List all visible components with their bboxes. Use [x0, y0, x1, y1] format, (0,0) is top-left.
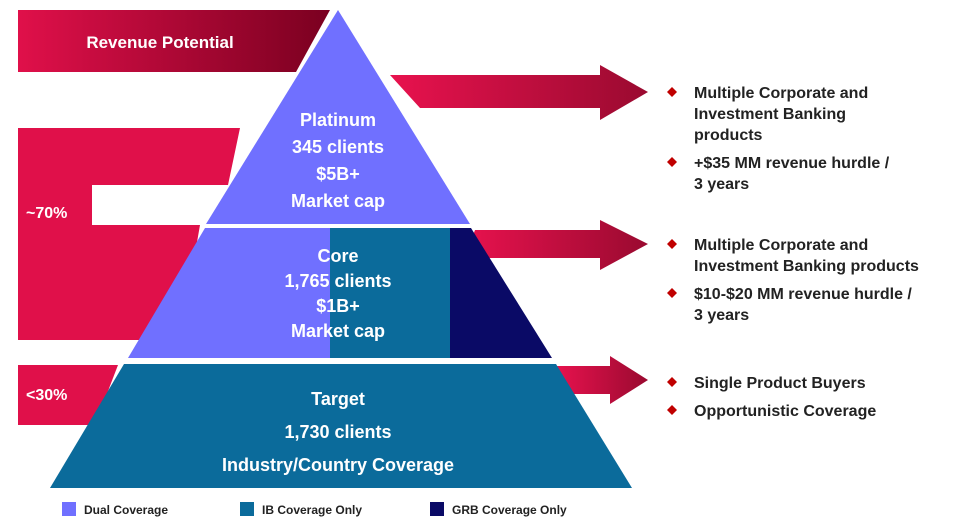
bullet-text: Single Product Buyers: [694, 375, 866, 392]
tier-text: $5B+: [316, 164, 360, 184]
bullet-text: Investment Banking products: [694, 258, 919, 275]
bullet-text: $10-$20 MM revenue hurdle /: [694, 286, 912, 303]
arrow: [465, 220, 648, 270]
tier-text: 1,765 clients: [284, 271, 391, 291]
banner-shape: [18, 10, 330, 72]
bullet-text: Multiple Corporate and: [694, 237, 868, 254]
bullet-text: +$35 MM revenue hurdle /: [694, 155, 890, 172]
tier-text: Platinum: [300, 110, 376, 130]
bullet-text: Opportunistic Coverage: [694, 403, 876, 420]
tier-text: $1B+: [316, 296, 360, 316]
legend-label: IB Coverage Only: [262, 503, 362, 517]
tier-platinum: [206, 10, 470, 224]
tier-core-dual: [128, 228, 330, 358]
bullet-text: 3 years: [694, 307, 749, 324]
tier-text: 345 clients: [292, 137, 384, 157]
bullet-diamond: [667, 405, 677, 415]
tier-core-grb: [450, 228, 552, 358]
legend-swatch: [430, 502, 444, 516]
arrow: [390, 65, 648, 120]
bullet-text: products: [694, 127, 763, 144]
bullet-diamond: [667, 87, 677, 97]
legend-label: GRB Coverage Only: [452, 503, 567, 517]
bullet-diamond: [667, 157, 677, 167]
tier-text: 1,730 clients: [284, 422, 391, 442]
tier-text: Target: [311, 389, 365, 409]
tier-text: Market cap: [291, 321, 385, 341]
bullet-diamond: [667, 239, 677, 249]
bullet-diamond: [667, 288, 677, 298]
banner-text: Revenue Potential: [86, 33, 233, 52]
tier-text: Market cap: [291, 191, 385, 211]
tier-text: Industry/Country Coverage: [222, 455, 454, 475]
bullet-diamond: [667, 377, 677, 387]
share-label: ~70%: [26, 205, 67, 222]
legend-swatch: [240, 502, 254, 516]
share-label: <30%: [26, 387, 67, 404]
share-shape: [18, 365, 118, 425]
bullet-text: Multiple Corporate and: [694, 85, 868, 102]
tier-core-ib: [330, 228, 450, 358]
arrow: [555, 356, 648, 404]
legend-label: Dual Coverage: [84, 503, 168, 517]
bullet-text: 3 years: [694, 176, 749, 193]
tier-target: [50, 364, 632, 488]
bullet-text: Investment Banking: [694, 106, 846, 123]
legend-swatch: [62, 502, 76, 516]
tier-text: Core: [317, 246, 358, 266]
